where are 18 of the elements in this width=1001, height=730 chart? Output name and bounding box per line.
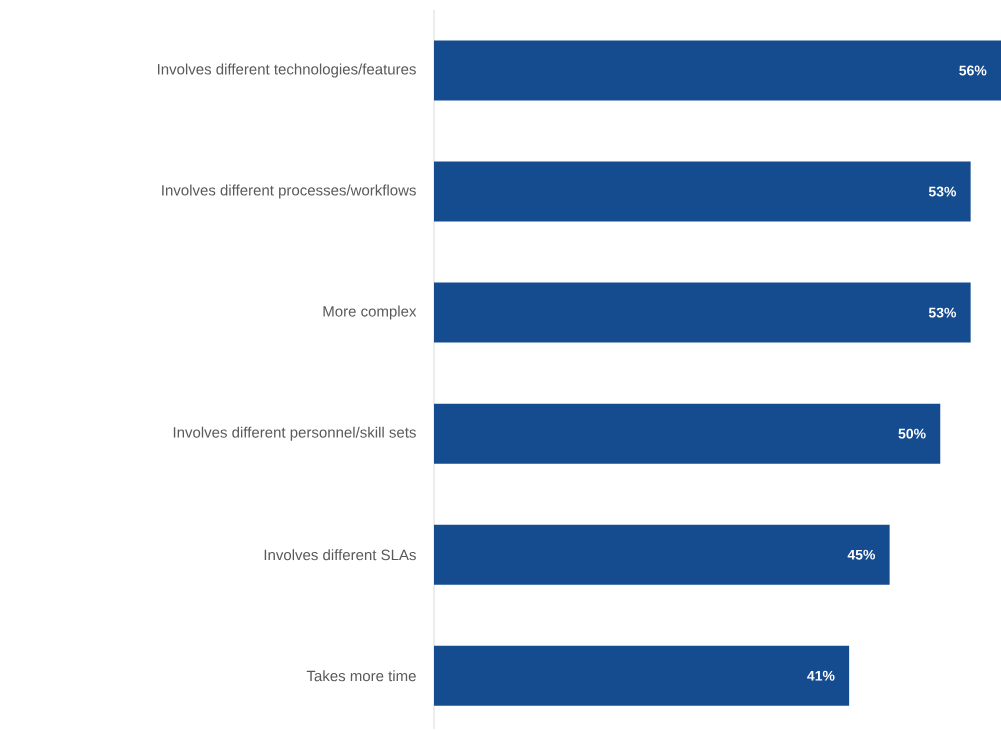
data-label: 53% xyxy=(928,186,957,197)
bar xyxy=(434,40,1001,101)
y-tick-label: Takes more time xyxy=(306,670,416,682)
bar xyxy=(434,403,941,464)
bar xyxy=(434,282,971,343)
y-tick-label: Involves different technologies/features xyxy=(157,63,416,78)
y-tick-label: Involves different personnel/skill sets xyxy=(173,426,416,441)
data-label: 45% xyxy=(847,550,876,560)
y-tick-label: Involves different processes/workflows xyxy=(162,184,416,199)
bar xyxy=(434,161,971,222)
y-tick-label: Involves different SLAs xyxy=(264,549,416,561)
data-label: 56% xyxy=(959,65,987,76)
data-label: 53% xyxy=(928,307,957,318)
bar xyxy=(434,524,890,585)
y-tick-label: More complex xyxy=(323,305,417,320)
bar xyxy=(434,646,850,706)
data-label: 50% xyxy=(898,428,926,439)
data-label: 41% xyxy=(807,671,835,681)
